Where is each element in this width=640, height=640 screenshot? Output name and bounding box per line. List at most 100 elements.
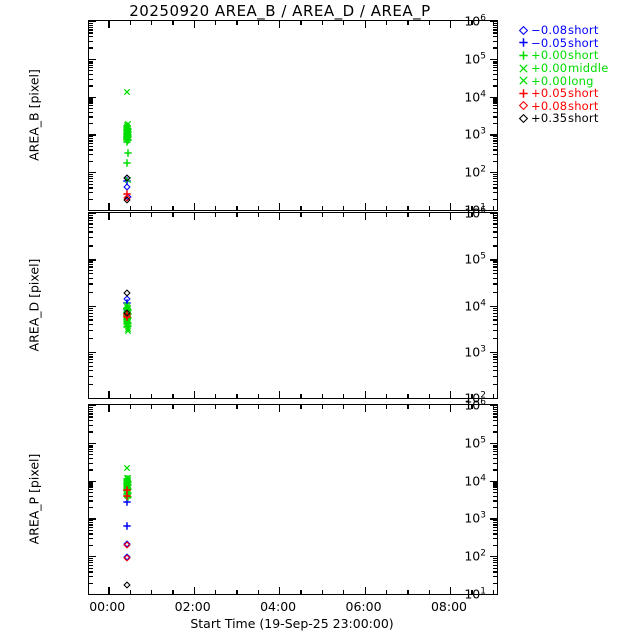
y-axis-minor-tick <box>493 142 497 145</box>
x-axis-minor-tick <box>492 405 495 409</box>
y-axis-minor-tick <box>493 457 497 460</box>
y-axis-tick <box>490 518 497 520</box>
y-axis-minor-tick <box>493 116 497 118</box>
y-axis-tick-label: 106 <box>464 13 486 29</box>
legend-category: short <box>568 48 599 63</box>
x-axis-tick <box>279 587 281 594</box>
y-axis-minor-tick <box>493 283 497 285</box>
legend-item[interactable]: +0.00short <box>516 48 640 63</box>
y-axis-minor-tick <box>89 365 93 367</box>
x-axis-tick <box>193 213 195 220</box>
y-axis-tick <box>490 259 497 261</box>
y-axis-minor-tick <box>493 446 497 448</box>
x-axis-minor-tick <box>129 405 131 409</box>
x-axis-tick <box>279 213 281 220</box>
x-axis-minor-tick <box>300 405 302 409</box>
legend-item[interactable]: +0.00middle <box>516 61 640 75</box>
y-axis-minor-tick <box>89 107 93 110</box>
y-axis-minor-tick <box>89 62 93 64</box>
y-axis-minor-tick <box>89 384 93 386</box>
data-point <box>124 148 132 157</box>
y-axis-minor-tick <box>89 410 93 413</box>
x-axis-minor-tick <box>321 394 324 398</box>
y-axis-tick-label: 105 <box>464 51 486 67</box>
x-axis-minor-tick <box>236 21 238 25</box>
y-axis-minor-tick <box>89 529 93 532</box>
x-axis-minor-tick <box>150 21 153 25</box>
y-axis-minor-tick <box>493 520 497 522</box>
x-axis-minor-tick <box>236 590 238 594</box>
y-axis-minor-tick <box>89 484 93 486</box>
x-axis-tick <box>108 587 110 594</box>
y-axis-minor-tick <box>89 291 93 293</box>
y-axis-minor-tick <box>89 217 93 219</box>
y-axis-minor-tick <box>493 64 497 66</box>
y-axis-minor-tick <box>89 67 93 69</box>
y-axis-minor-tick <box>493 356 497 358</box>
legend-item[interactable]: −0.05short <box>516 35 640 50</box>
data-point <box>124 133 131 140</box>
y-axis-minor-tick <box>89 187 93 189</box>
cross-marker-icon <box>516 62 531 74</box>
x-axis-tick-label: 04:00 <box>260 599 297 614</box>
legend-item[interactable]: +0.05short <box>516 86 640 101</box>
y-axis-minor-tick <box>89 507 93 509</box>
y-axis-minor-tick <box>493 104 497 107</box>
y-axis-tick <box>89 259 96 261</box>
y-axis-minor-tick <box>493 107 497 110</box>
y-axis-minor-tick <box>493 26 497 29</box>
panel-area-d: 102 103 104 105 106 <box>88 205 498 406</box>
data-point <box>124 327 132 335</box>
data-point <box>123 313 132 321</box>
diamond-marker-icon <box>516 112 531 124</box>
x-axis-minor-tick <box>385 394 388 398</box>
legend-item[interactable]: +0.00long <box>516 74 640 88</box>
legend-category: short <box>568 86 599 101</box>
legend-item[interactable]: −0.08short <box>516 23 640 38</box>
legend-item[interactable]: +0.08short <box>516 98 640 113</box>
x-axis-minor-tick <box>257 394 260 398</box>
y-axis-minor-tick <box>89 283 93 285</box>
y-axis-minor-tick <box>89 309 93 312</box>
x-axis-minor-tick <box>215 206 217 210</box>
y-axis-tick <box>490 172 497 174</box>
y-axis-minor-tick <box>493 448 497 450</box>
y-axis-tick-label: 104 <box>464 473 486 489</box>
y-axis-minor-tick <box>493 410 497 413</box>
legend-value: −0.08 <box>531 23 568 38</box>
x-axis-minor-tick <box>492 394 495 398</box>
y-axis-minor-tick <box>89 116 93 118</box>
x-axis-minor-tick <box>492 590 495 594</box>
x-axis-tick-label: 02:00 <box>174 599 211 614</box>
y-axis-minor-tick <box>89 183 93 185</box>
x-axis-minor-tick <box>236 206 238 210</box>
legend-item[interactable]: +0.35short <box>516 111 640 125</box>
y-axis-minor-tick <box>89 486 93 488</box>
y-axis-minor-tick <box>89 111 93 113</box>
y-axis-title: AREA_D [pixel] <box>26 258 42 351</box>
legend-category: short <box>568 98 599 113</box>
y-axis-minor-tick <box>89 36 93 38</box>
x-axis-minor-tick <box>407 21 409 25</box>
x-axis-minor-tick <box>150 213 153 217</box>
plot-area-p <box>89 405 497 594</box>
x-axis-minor-tick <box>407 206 409 210</box>
x-axis-minor-tick <box>150 206 153 210</box>
x-axis-minor-tick <box>129 206 131 210</box>
y-axis-minor-tick <box>493 424 497 427</box>
y-axis-minor-tick <box>89 462 93 464</box>
y-axis-minor-tick <box>493 138 497 140</box>
y-axis-tick <box>490 442 497 445</box>
x-axis-minor-tick <box>215 21 217 25</box>
y-axis-minor-tick <box>493 261 497 263</box>
y-axis-minor-tick <box>493 136 497 138</box>
legend-label: +0.35short <box>531 111 599 125</box>
y-axis-minor-tick <box>89 533 93 535</box>
legend-value: +0.00 <box>531 48 568 63</box>
y-axis-minor-tick <box>493 263 497 266</box>
y-axis-minor-tick <box>89 47 93 49</box>
y-axis-minor-tick <box>493 173 497 176</box>
x-axis-minor-tick <box>321 21 324 25</box>
y-axis-minor-tick <box>493 420 497 422</box>
legend-category: short <box>568 35 599 50</box>
